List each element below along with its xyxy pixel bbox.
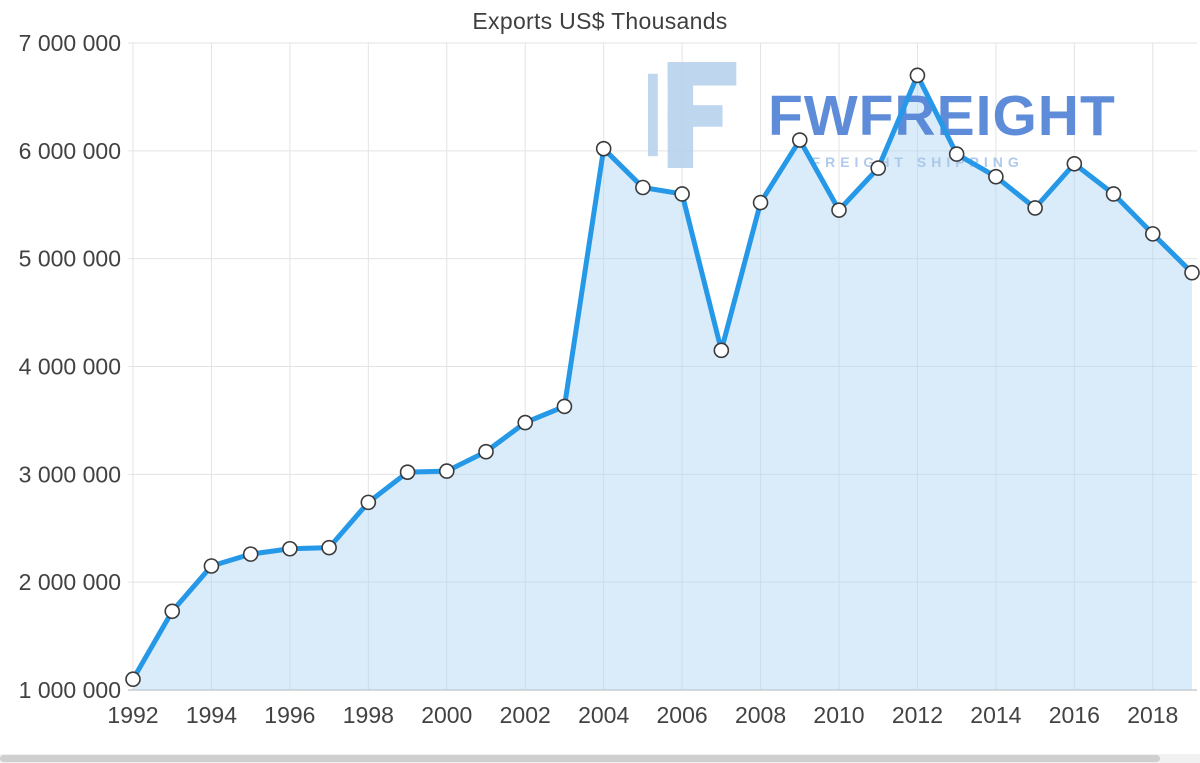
chart-title: Exports US$ Thousands	[472, 8, 728, 34]
data-point-marker	[321, 539, 337, 556]
data-point-marker	[203, 558, 220, 574]
watermark-tagline-text: FREIGHT SHIPPING	[811, 154, 1024, 170]
x-axis-label: 2018	[1127, 702, 1178, 728]
x-axis-label: 2006	[657, 702, 708, 728]
data-point-marker	[1184, 264, 1200, 281]
x-axis-label: 2016	[1049, 702, 1100, 728]
x-axis-label: 1994	[186, 702, 237, 728]
data-point-marker	[517, 414, 534, 431]
y-axis-label: 5 000 000	[19, 246, 121, 272]
data-point-marker	[478, 443, 494, 460]
horizontal-scrollbar[interactable]	[0, 754, 1200, 763]
data-point-marker	[438, 463, 455, 479]
data-point-marker	[674, 186, 690, 202]
x-axis-label: 2008	[735, 702, 786, 728]
data-point-marker	[164, 603, 181, 620]
data-point-marker	[1144, 226, 1161, 242]
data-point-marker	[713, 342, 730, 359]
y-axis-label: 1 000 000	[19, 677, 121, 703]
data-point-marker	[635, 179, 651, 196]
watermark: FWFREIGHT FREIGHT SHIPPING	[648, 62, 1116, 170]
watermark-logo-icon	[648, 62, 737, 168]
x-axis-label: 2012	[892, 702, 943, 728]
y-axis-label: 4 000 000	[19, 354, 121, 380]
x-axis-label: 2002	[500, 702, 551, 728]
horizontal-scrollbar-thumb[interactable]	[0, 755, 1160, 762]
watermark-brand-text: FWFREIGHT	[768, 84, 1116, 148]
data-point-marker	[988, 168, 1004, 185]
data-point-marker	[752, 194, 769, 211]
y-axis-label: 2 000 000	[19, 569, 121, 595]
data-point-marker	[831, 202, 847, 218]
data-point-marker	[556, 398, 573, 415]
data-point-marker	[1105, 186, 1122, 202]
data-point-marker	[399, 464, 416, 480]
y-axis-label: 3 000 000	[19, 461, 121, 487]
x-axis-label: 2014	[970, 702, 1021, 728]
watermark-text-column: FWFREIGHT FREIGHT SHIPPING	[768, 62, 1116, 171]
data-point-marker	[1027, 200, 1043, 216]
data-point-marker	[242, 546, 259, 562]
x-axis-label: 1996	[264, 702, 315, 728]
x-axis-label: 1998	[343, 702, 394, 728]
data-point-marker	[125, 671, 141, 688]
y-axis-label: 6 000 000	[19, 138, 121, 164]
data-point-marker	[595, 140, 612, 157]
x-axis-label: 2004	[578, 702, 629, 728]
x-axis-label: 2000	[421, 702, 472, 728]
data-point-marker	[360, 494, 377, 511]
x-axis-label: 1992	[107, 702, 158, 728]
data-point-marker	[282, 540, 298, 557]
x-axis-label: 2010	[813, 702, 864, 728]
